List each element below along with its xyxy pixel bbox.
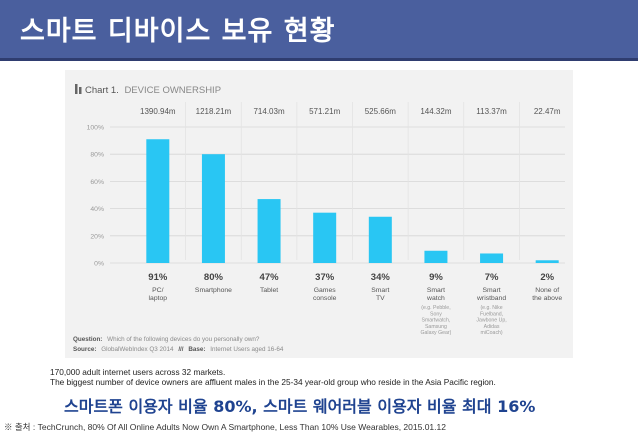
bar: [535, 260, 559, 263]
bar: [201, 154, 225, 263]
category-label: Smart TV: [371, 287, 389, 302]
value-label: 34%: [371, 272, 391, 283]
chart-note: 170,000 adult internet users across 32 m…: [50, 367, 610, 387]
chart-title: Chart 1. DEVICE OWNERSHIP: [85, 85, 221, 96]
value-label: 47%: [260, 272, 280, 283]
top-label: 1218.21m: [196, 107, 232, 116]
source-label: Source:: [73, 346, 96, 353]
chart-source: Source: GlobalWebIndex Q3 2014 /// Base:…: [73, 346, 284, 353]
category-label: None of the above: [532, 287, 562, 302]
category-note: (e.g. Nike Fuelband, Jawbone Up, Adidas miCo…: [476, 305, 506, 336]
bar: [257, 199, 281, 263]
question-text: Which of the following devices do you pe…: [107, 336, 260, 343]
top-label: 1390.94m: [140, 107, 176, 116]
base-label: Base:: [188, 346, 205, 353]
chart-title-prefix: Chart 1.: [85, 85, 119, 96]
value-label: 91%: [148, 272, 168, 283]
chart-title-text: DEVICE OWNERSHIP: [124, 85, 221, 96]
note-line-2: The biggest number of device owners are …: [50, 377, 496, 387]
top-label: 144.32m: [420, 107, 451, 116]
y-tick-label: 20%: [90, 233, 104, 240]
top-label: 113.37m: [476, 107, 507, 116]
page-title: 스마트 디바이스 보유 현황: [20, 16, 336, 47]
chart-logo-icon: [75, 84, 82, 94]
title-bar: 스마트 디바이스 보유 현황: [0, 0, 638, 61]
category-note: (e.g. Pebble, Sony Smartwatch, Samsung Galax…: [421, 305, 452, 336]
value-label: 7%: [485, 272, 499, 283]
labels: 1390.94m 91% PC/laptop 1218.21m 80% Smartphon…: [140, 107, 562, 336]
category-label: PC/laptop: [149, 287, 168, 302]
category-label: Games console: [313, 287, 337, 302]
y-tick-label: 0%: [94, 261, 104, 268]
chart-panel: Chart 1. DEVICE OWNERSHIP 100% 80% 60% 40% 2…: [65, 70, 573, 358]
headline: 스마트폰 이용자 비율 80%, 스마트 웨어러블 이용자 비율 최대 16%: [64, 397, 536, 416]
grid: 100% 80% 60% 40% 20% 0%: [87, 102, 565, 268]
y-tick-label: 60%: [90, 179, 104, 186]
category-label: Tablet: [260, 287, 278, 294]
category-label: Smart wristband: [476, 287, 506, 302]
y-tick-label: 100%: [87, 125, 104, 132]
bars: [146, 139, 559, 263]
y-tick-label: 40%: [90, 206, 104, 213]
top-label: 525.66m: [365, 107, 396, 116]
category-label: Smartphone: [195, 287, 232, 294]
bar: [313, 212, 337, 263]
chart-question: Question: Which of the following devices…: [73, 336, 260, 343]
value-label: 80%: [204, 272, 224, 283]
question-label: Question:: [73, 336, 102, 343]
category-label: Smart watch: [426, 287, 445, 302]
device-ownership-chart: Chart 1. DEVICE OWNERSHIP 100% 80% 60% 40% 2…: [73, 84, 565, 353]
bar: [146, 139, 170, 263]
bar: [480, 253, 504, 263]
bar: [424, 250, 448, 263]
value-label: 2%: [540, 272, 554, 283]
value-label: 37%: [315, 272, 335, 283]
source-text: GlobalWebIndex Q3 2014: [101, 346, 174, 353]
y-tick-label: 80%: [90, 152, 104, 159]
value-label: 9%: [429, 272, 443, 283]
top-label: 714.03m: [253, 107, 284, 116]
top-label: 22.47m: [534, 107, 561, 116]
note-line-1: 170,000 adult internet users across 32 m…: [50, 367, 226, 377]
top-label: 571.21m: [309, 107, 340, 116]
base-text: Internet Users aged 16-64: [210, 346, 284, 353]
divider: ///: [178, 346, 183, 353]
source-citation: ※ 출처 : TechCrunch, 80% Of All Online Adu…: [4, 422, 446, 432]
bar: [368, 216, 392, 263]
